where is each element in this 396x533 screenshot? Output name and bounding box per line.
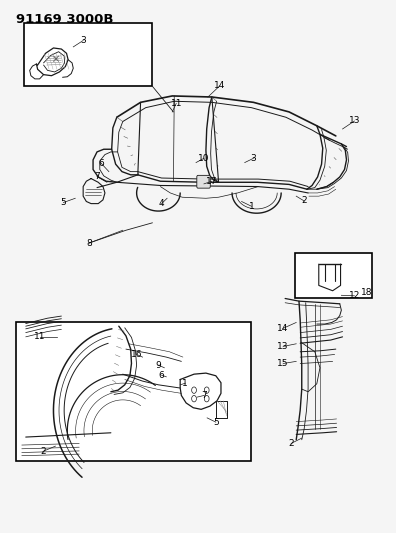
- Bar: [24, 23, 152, 86]
- Text: 5: 5: [213, 418, 219, 426]
- Text: 9: 9: [156, 361, 161, 369]
- Text: 7: 7: [201, 391, 207, 400]
- Text: 3: 3: [251, 154, 256, 163]
- Text: 16: 16: [131, 350, 143, 359]
- Text: 11: 11: [34, 333, 46, 341]
- Bar: [16, 322, 251, 461]
- Text: 6: 6: [98, 159, 104, 167]
- Text: 14: 14: [214, 82, 225, 90]
- Text: 6: 6: [159, 371, 164, 379]
- Text: 13: 13: [348, 117, 360, 125]
- Text: 15: 15: [277, 359, 289, 368]
- Text: 14: 14: [278, 324, 289, 333]
- Text: 8: 8: [86, 239, 92, 247]
- Circle shape: [204, 387, 209, 393]
- Bar: [295, 253, 372, 298]
- Text: 4: 4: [159, 199, 164, 208]
- Circle shape: [204, 395, 209, 402]
- FancyBboxPatch shape: [197, 175, 210, 188]
- Text: 3: 3: [80, 36, 86, 45]
- Text: 2: 2: [288, 439, 294, 448]
- Text: 18: 18: [361, 288, 373, 296]
- Text: 5: 5: [61, 198, 66, 207]
- Text: 1: 1: [183, 379, 188, 387]
- Text: 11: 11: [170, 99, 182, 108]
- Circle shape: [192, 395, 196, 402]
- Text: 13: 13: [277, 342, 289, 351]
- Text: 17: 17: [206, 177, 218, 185]
- Text: 2: 2: [40, 447, 46, 456]
- Text: 12: 12: [349, 292, 360, 300]
- Text: 7: 7: [94, 172, 100, 181]
- Text: 2: 2: [301, 197, 307, 205]
- Text: 10: 10: [198, 154, 210, 163]
- Circle shape: [192, 387, 196, 393]
- Text: 1: 1: [249, 202, 254, 211]
- Text: 91169 3000B: 91169 3000B: [16, 13, 113, 26]
